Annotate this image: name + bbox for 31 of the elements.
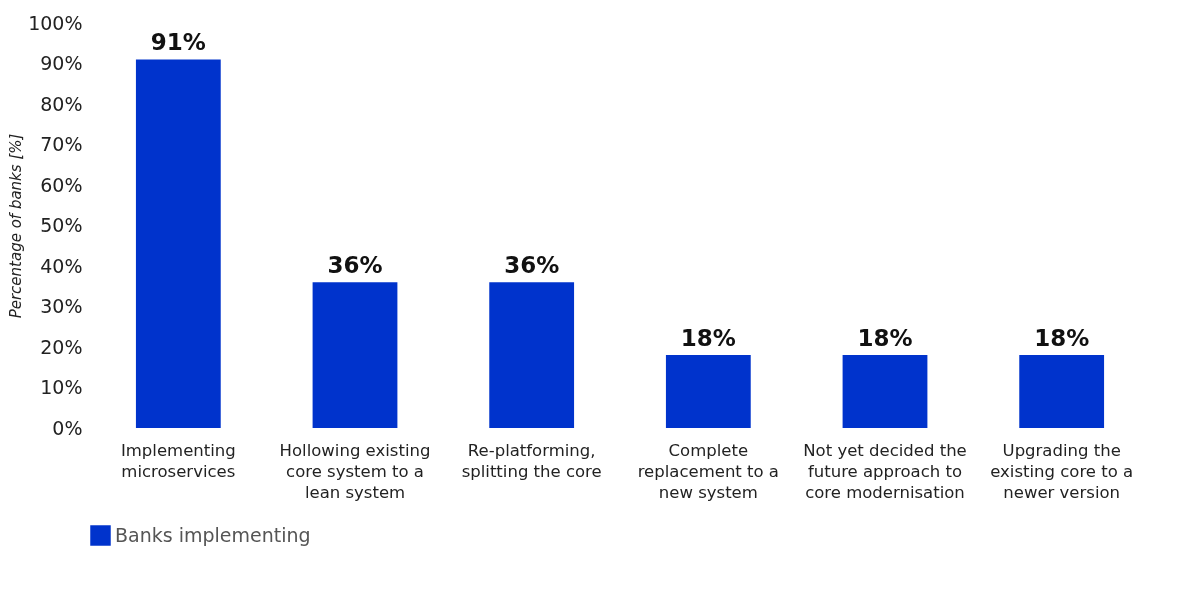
bar — [312, 282, 398, 428]
y-tick-label: 100% — [28, 11, 83, 34]
x-tick-label: Re-platforming, splitting the core — [461, 440, 602, 481]
y-tick-label: 40% — [40, 254, 83, 277]
x-tick-label: Implementing microservices — [120, 440, 236, 481]
y-tick-label: 70% — [40, 133, 83, 155]
legend-label: Banks implementing — [115, 523, 311, 546]
text: 18% — [680, 325, 736, 352]
y-tick-label: 10% — [40, 376, 83, 398]
bar — [842, 355, 928, 428]
bar — [1019, 355, 1105, 428]
text: 18% — [857, 325, 913, 352]
y-tick-label: 30% — [40, 295, 83, 317]
y-tick-label: 20% — [40, 335, 83, 358]
x-tick-label: Complete replacement to a new system — [637, 440, 779, 502]
y-axis-title: Percentage of banks [%] — [7, 133, 26, 319]
bar — [135, 59, 221, 428]
y-tick-label: 0% — [52, 416, 83, 439]
x-tick-label: Hollowing existing core system to a lean system — [279, 440, 431, 502]
bar — [665, 355, 751, 428]
x-tick-label: Not yet decided the future approach to core modernisation — [803, 440, 967, 502]
y-tick-label: 60% — [40, 173, 83, 196]
text: 36% — [327, 252, 383, 279]
text: 91% — [150, 29, 206, 56]
x-tick-label: Upgrading the existing core to a newer version — [990, 440, 1134, 502]
y-tick-label: 80% — [40, 92, 83, 115]
y-tick-label: 50% — [40, 214, 83, 236]
bar — [489, 282, 575, 428]
text: 36% — [504, 252, 560, 279]
text: 18% — [1034, 325, 1090, 352]
y-tick-label: 90% — [40, 52, 83, 74]
